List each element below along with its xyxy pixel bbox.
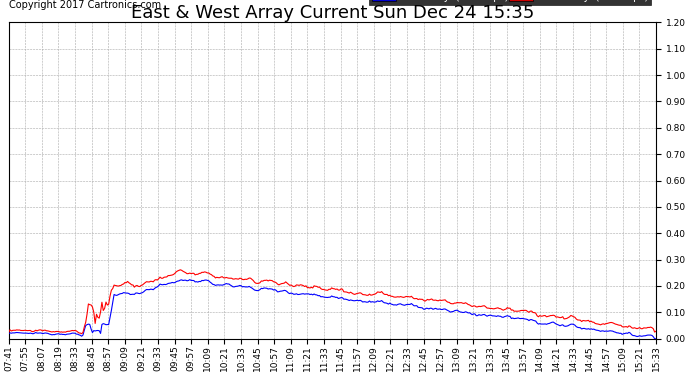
Title: East & West Array Current Sun Dec 24 15:35: East & West Array Current Sun Dec 24 15:…: [130, 4, 534, 22]
Text: Copyright 2017 Cartronics.com: Copyright 2017 Cartronics.com: [9, 0, 161, 10]
Legend: East Array  (DC Amps), West Array  (DC Amps): East Array (DC Amps), West Array (DC Amp…: [369, 0, 651, 5]
